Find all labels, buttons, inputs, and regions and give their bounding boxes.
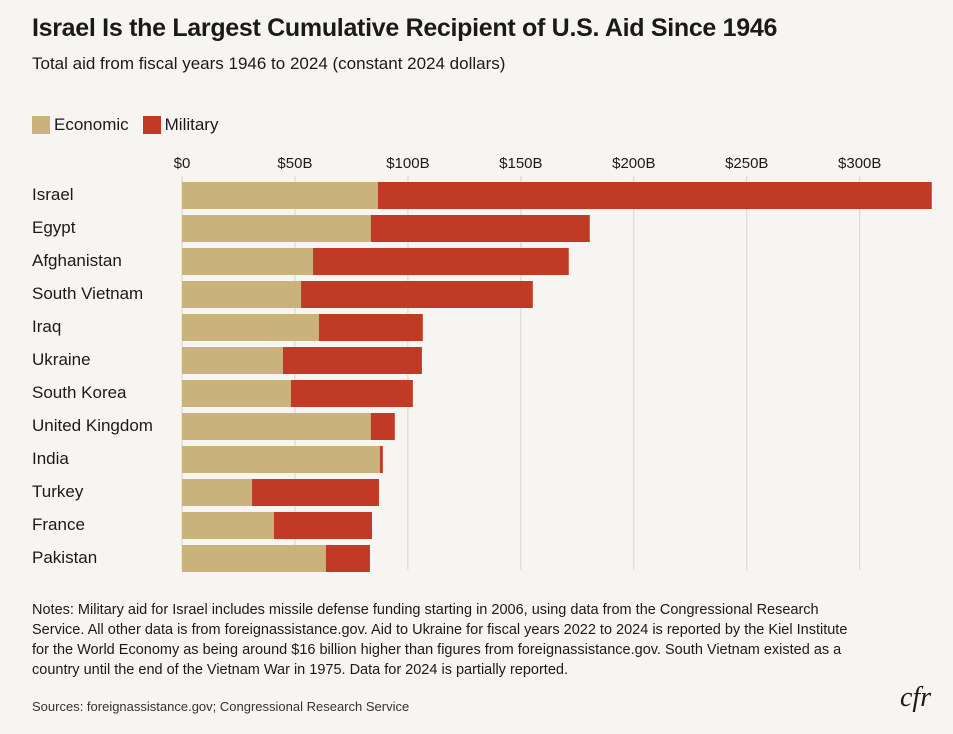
bar-segment	[182, 215, 371, 242]
x-tick-label: $300B	[838, 155, 881, 172]
legend-swatch	[32, 116, 50, 134]
y-tick-label: Afghanistan	[32, 251, 122, 270]
y-tick-label: United Kingdom	[32, 416, 153, 435]
legend-swatch	[142, 116, 161, 134]
bar-segment	[377, 182, 932, 209]
legend: Economic Military	[32, 115, 218, 135]
x-tick-label: $250B	[725, 155, 768, 172]
legend-item: Military	[142, 115, 219, 135]
y-tick-label: Egypt	[32, 218, 76, 237]
bar-segment	[318, 314, 423, 341]
y-tick-label: South Vietnam	[32, 284, 143, 303]
bar-segment	[182, 314, 319, 341]
y-tick-label: Israel	[32, 185, 74, 204]
y-tick-label: Ukraine	[32, 350, 91, 369]
legend-label: Military	[164, 115, 219, 134]
legend-item: Economic	[32, 115, 129, 135]
bar-segment	[290, 380, 413, 407]
y-tick-label: South Korea	[32, 383, 127, 402]
bar-segment	[301, 281, 533, 308]
y-tick-label: France	[32, 515, 85, 534]
bar-segment	[182, 479, 253, 506]
chart-subtitle: Total aid from fiscal years 1946 to 2024…	[32, 54, 506, 73]
y-tick-label: Pakistan	[32, 548, 97, 567]
sources: Sources: foreignassistance.gov; Congress…	[32, 699, 410, 714]
x-tick-label: $200B	[612, 155, 655, 172]
logo: cfr	[900, 682, 932, 713]
bar-segment	[182, 281, 302, 308]
bar-segment	[182, 347, 283, 374]
bar-segment	[182, 380, 291, 407]
bar-segment	[182, 413, 371, 440]
bar-segment	[282, 347, 422, 374]
x-tick-label: $0	[174, 155, 191, 172]
y-tick-label: Iraq	[32, 317, 61, 336]
x-tick-label: $100B	[386, 155, 429, 172]
bar-segment	[182, 248, 314, 275]
x-tick-label: $50B	[277, 155, 312, 172]
bar-segment	[182, 446, 380, 473]
bar-segment	[325, 545, 370, 572]
bar-segment	[370, 215, 590, 242]
y-tick-label: Turkey	[32, 482, 84, 501]
bar-segment	[273, 512, 372, 539]
bar-segment	[252, 479, 379, 506]
bar-segment	[182, 545, 326, 572]
bar-segment	[182, 512, 274, 539]
bar-segment	[379, 446, 383, 473]
bar-segment	[182, 182, 378, 209]
legend-label: Economic	[54, 115, 129, 134]
notes: Notes: Military aid for Israel includes …	[32, 602, 848, 678]
x-tick-label: $150B	[499, 155, 542, 172]
bar-segment	[370, 413, 395, 440]
y-tick-label: India	[32, 449, 69, 468]
bar-segment	[313, 248, 569, 275]
chart-title: Israel Is the Largest Cumulative Recipie…	[32, 14, 778, 42]
